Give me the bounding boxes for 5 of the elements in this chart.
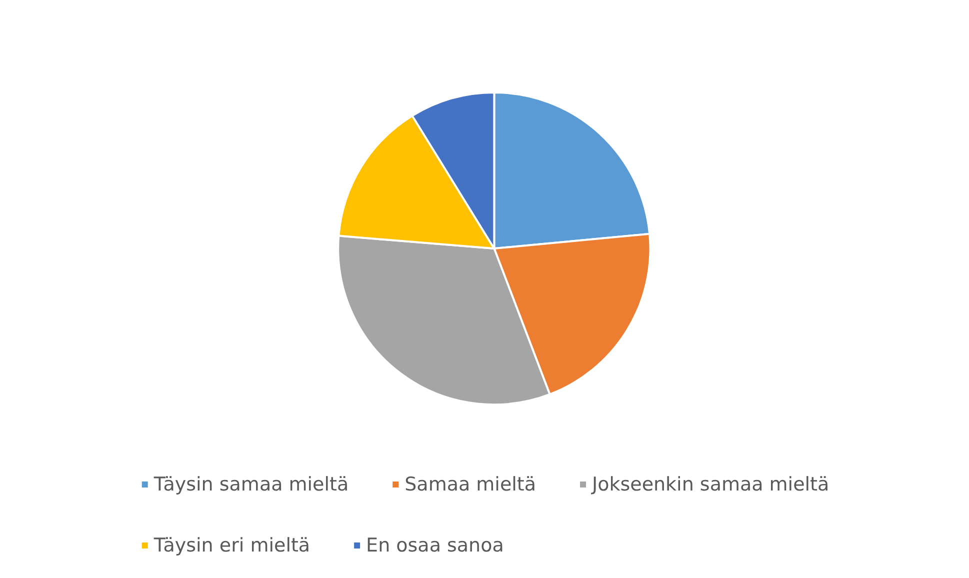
legend-label: En osaa sanoa xyxy=(366,534,504,556)
legend-label: Jokseenkin samaa mieltä xyxy=(591,474,830,496)
legend-label: Samaa mieltä xyxy=(404,474,536,496)
legend-label: Täysin eri mieltä xyxy=(152,534,310,556)
legend-label: Täysin samaa mieltä xyxy=(152,474,349,496)
